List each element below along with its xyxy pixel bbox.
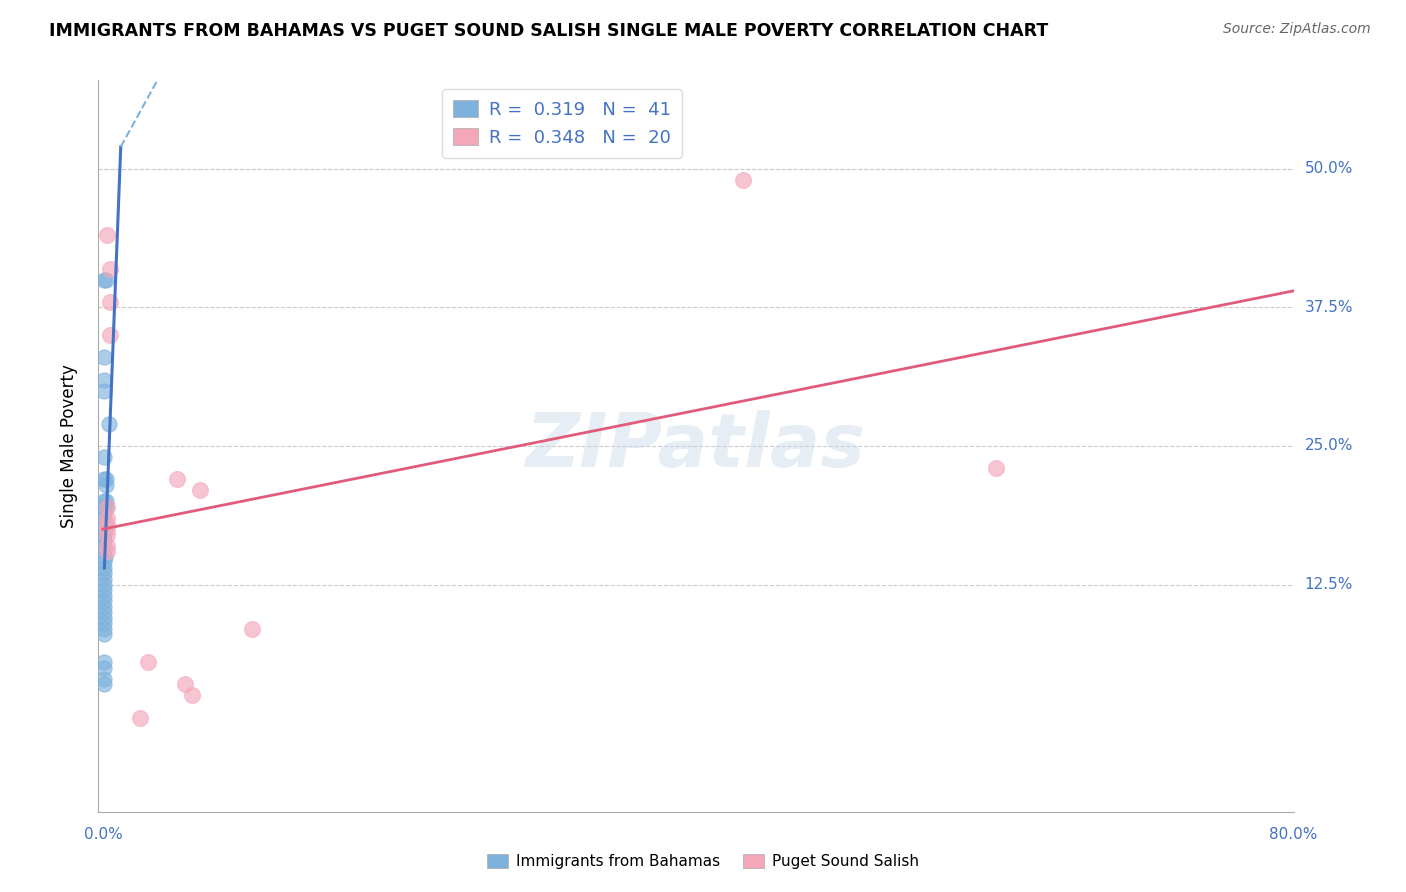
Point (93, 273, 115, 287)
Point (93, 506, 115, 520)
Point (96, 539, 118, 553)
Point (93, 627, 115, 641)
Point (731, 173, 754, 187)
Point (94, 273, 117, 287)
Point (93, 572, 115, 586)
Point (94, 494, 117, 508)
Text: 12.5%: 12.5% (1305, 577, 1353, 592)
Text: Source: ZipAtlas.com: Source: ZipAtlas.com (1223, 22, 1371, 37)
Point (93, 450, 115, 464)
Text: 50.0%: 50.0% (1305, 161, 1353, 177)
Point (93, 589, 115, 603)
Point (96, 500, 118, 514)
Point (94, 472, 117, 486)
Point (93, 616, 115, 631)
Point (93, 384, 115, 398)
Point (93, 660, 115, 674)
Point (93, 351, 115, 365)
Point (240, 622, 263, 636)
Point (188, 483, 211, 498)
Text: ZIPatlas: ZIPatlas (526, 409, 866, 483)
Point (93, 555, 115, 569)
Point (93, 605, 115, 619)
Point (94, 549, 117, 564)
Point (93, 577, 115, 591)
Point (98, 294, 121, 309)
Legend: R =  0.319   N =  41, R =  0.348   N =  20: R = 0.319 N = 41, R = 0.348 N = 20 (441, 89, 682, 158)
Point (96, 516, 118, 531)
Point (136, 655, 159, 669)
Point (96, 511, 118, 525)
Point (93, 599, 115, 614)
Point (96, 228, 118, 243)
Point (93, 566, 115, 581)
Text: 80.0%: 80.0% (1270, 828, 1317, 843)
Legend: Immigrants from Bahamas, Puget Sound Salish: Immigrants from Bahamas, Puget Sound Sal… (481, 848, 925, 875)
Point (129, 710, 152, 724)
Point (93, 583, 115, 598)
Y-axis label: Single Male Poverty: Single Male Poverty (59, 364, 77, 528)
Point (93, 511, 115, 525)
Point (93, 500, 115, 514)
Point (96, 544, 118, 558)
Point (984, 461, 1007, 475)
Point (93, 472, 115, 486)
Point (93, 594, 115, 608)
Point (94, 500, 117, 514)
Point (93, 533, 115, 548)
Point (93, 677, 115, 691)
Point (93, 561, 115, 575)
Point (93, 494, 115, 508)
Point (93, 516, 115, 531)
Point (181, 689, 204, 703)
Point (93, 611, 115, 625)
Point (96, 522, 118, 536)
Point (93, 522, 115, 536)
Point (96, 527, 118, 541)
Point (98, 328, 121, 343)
Point (173, 677, 195, 691)
Point (93, 539, 115, 553)
Point (93, 655, 115, 669)
Point (166, 472, 188, 486)
Point (94, 477, 117, 491)
Point (98, 261, 121, 276)
Text: 0.0%: 0.0% (83, 828, 122, 843)
Point (97, 417, 120, 431)
Point (93, 672, 115, 686)
Point (93, 372, 115, 386)
Text: 37.5%: 37.5% (1305, 300, 1353, 315)
Point (93, 544, 115, 558)
Point (93, 527, 115, 541)
Text: 25.0%: 25.0% (1305, 439, 1353, 453)
Point (93, 622, 115, 636)
Text: IMMIGRANTS FROM BAHAMAS VS PUGET SOUND SALISH SINGLE MALE POVERTY CORRELATION CH: IMMIGRANTS FROM BAHAMAS VS PUGET SOUND S… (49, 22, 1049, 40)
